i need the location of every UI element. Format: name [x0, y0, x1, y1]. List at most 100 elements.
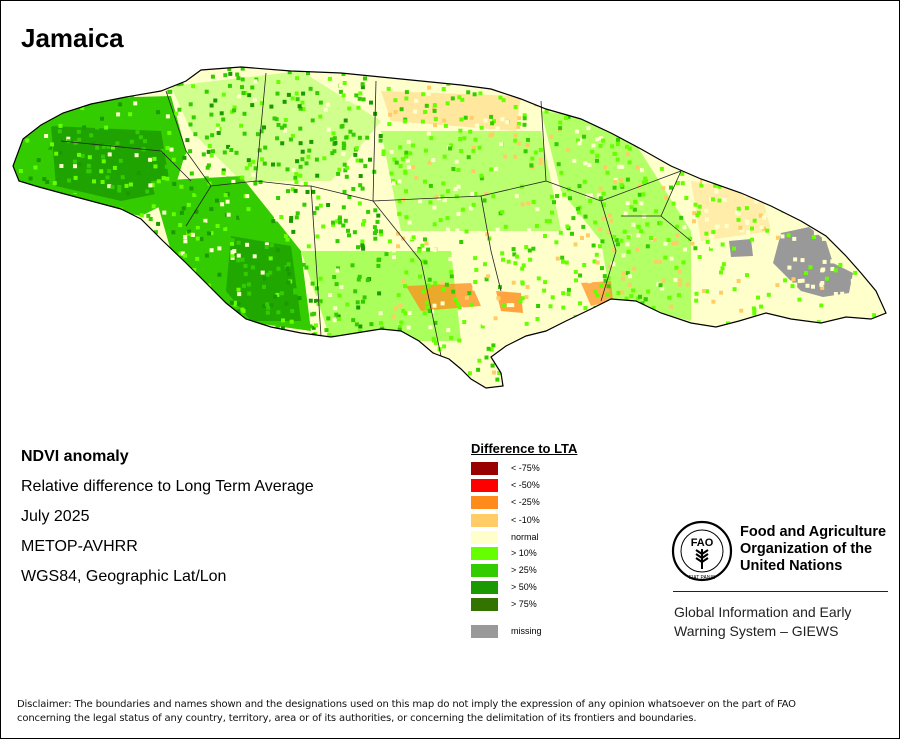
ndvi-pixel — [482, 70, 487, 75]
ndvi-pixel — [488, 70, 493, 75]
ndvi-pixel — [732, 180, 737, 185]
ndvi-pixel — [195, 225, 200, 230]
ndvi-pixel — [455, 228, 460, 233]
ndvi-pixel — [414, 98, 419, 103]
ndvi-pixel — [773, 386, 778, 388]
ndvi-pixel — [57, 349, 62, 354]
ndvi-pixel — [409, 68, 414, 72]
ndvi-pixel — [59, 235, 64, 240]
ndvi-pixel — [280, 141, 285, 146]
ndvi-pixel — [550, 366, 555, 371]
ndvi-pixel — [876, 226, 881, 231]
ndvi-pixel — [67, 326, 72, 331]
ndvi-pixel — [751, 153, 756, 158]
ndvi-pixel — [244, 166, 249, 171]
ndvi-pixel — [110, 185, 115, 190]
ndvi-pixel — [337, 316, 341, 321]
ndvi-pixel — [27, 224, 31, 229]
ndvi-pixel — [835, 69, 840, 74]
ndvi-pixel — [91, 360, 96, 364]
ndvi-pixel — [116, 121, 121, 126]
ndvi-pixel — [675, 233, 680, 238]
ndvi-pixel — [333, 140, 338, 145]
ndvi-pixel — [20, 133, 25, 138]
ndvi-pixel — [347, 195, 352, 200]
ndvi-pixel — [803, 119, 808, 124]
ndvi-pixel — [612, 185, 617, 190]
ndvi-pixel — [500, 117, 505, 122]
ndvi-pixel — [685, 67, 690, 70]
ndvi-pixel — [169, 147, 174, 152]
ndvi-pixel — [862, 241, 867, 246]
ndvi-pixel — [631, 288, 636, 293]
ndvi-pixel — [211, 149, 215, 154]
ndvi-pixel — [484, 277, 489, 282]
ndvi-pixel — [585, 193, 590, 198]
ndvi-pixel — [653, 69, 658, 73]
ndvi-pixel — [260, 343, 265, 348]
jamaica-ndvi-map — [12, 66, 887, 399]
ndvi-pixel — [170, 132, 175, 137]
ndvi-pixel — [418, 274, 422, 279]
ndvi-pixel — [44, 134, 49, 138]
ndvi-pixel — [527, 357, 532, 362]
ndvi-pixel — [208, 302, 213, 307]
ndvi-pixel — [492, 393, 496, 397]
ndvi-pixel — [250, 85, 255, 90]
ndvi-pixel — [467, 291, 472, 296]
ndvi-pixel — [514, 357, 519, 362]
ndvi-pixel — [253, 344, 258, 349]
ndvi-pixel — [571, 216, 576, 221]
ndvi-pixel — [251, 388, 255, 392]
ndvi-pixel — [432, 247, 437, 252]
ndvi-pixel — [379, 321, 384, 326]
ndvi-pixel — [360, 186, 365, 191]
ndvi-pixel — [276, 310, 281, 315]
ndvi-pixel — [853, 186, 858, 191]
ndvi-pixel — [48, 67, 53, 72]
ndvi-pixel — [753, 142, 758, 147]
ndvi-pixel — [35, 85, 40, 90]
ndvi-pixel — [833, 79, 838, 84]
ndvi-pixel — [440, 194, 445, 199]
ndvi-pixel — [324, 390, 328, 394]
ndvi-pixel — [708, 151, 713, 156]
ndvi-pixel — [146, 358, 151, 363]
ndvi-pixel — [434, 194, 439, 199]
ndvi-pixel — [883, 323, 886, 327]
ndvi-pixel — [60, 335, 65, 340]
ndvi-pixel — [695, 213, 700, 218]
ndvi-pixel — [592, 313, 597, 318]
ndvi-pixel — [843, 380, 848, 385]
ndvi-pixel — [690, 115, 695, 120]
ndvi-pixel — [308, 373, 313, 378]
ndvi-pixel — [13, 278, 18, 283]
ndvi-pixel — [801, 104, 806, 109]
ndvi-pixel — [171, 77, 176, 81]
ndvi-pixel — [773, 379, 778, 383]
ndvi-pixel — [378, 311, 383, 316]
ndvi-pixel — [566, 287, 571, 292]
ndvi-pixel — [231, 179, 236, 184]
ndvi-pixel — [538, 354, 543, 359]
legend-label: < -50% — [511, 480, 540, 490]
ndvi-pixel — [138, 135, 143, 140]
ndvi-pixel — [822, 333, 827, 338]
ndvi-pixel — [837, 241, 842, 246]
ndvi-pixel — [431, 367, 436, 372]
ndvi-pixel — [699, 155, 704, 160]
ndvi-pixel — [703, 83, 708, 88]
ndvi-pixel — [870, 256, 875, 261]
ndvi-pixel — [674, 265, 679, 270]
ndvi-pixel — [626, 345, 631, 350]
ndvi-pixel — [574, 395, 578, 399]
ndvi-pixel — [530, 156, 535, 161]
ndvi-pixel — [699, 325, 704, 330]
ndvi-pixel — [86, 163, 91, 168]
ndvi-pixel — [78, 370, 83, 375]
ndvi-pixel — [822, 183, 827, 188]
ndvi-pixel — [72, 310, 77, 315]
ndvi-pixel — [736, 211, 741, 216]
ndvi-pixel — [228, 71, 233, 76]
ndvi-pixel — [632, 67, 637, 71]
